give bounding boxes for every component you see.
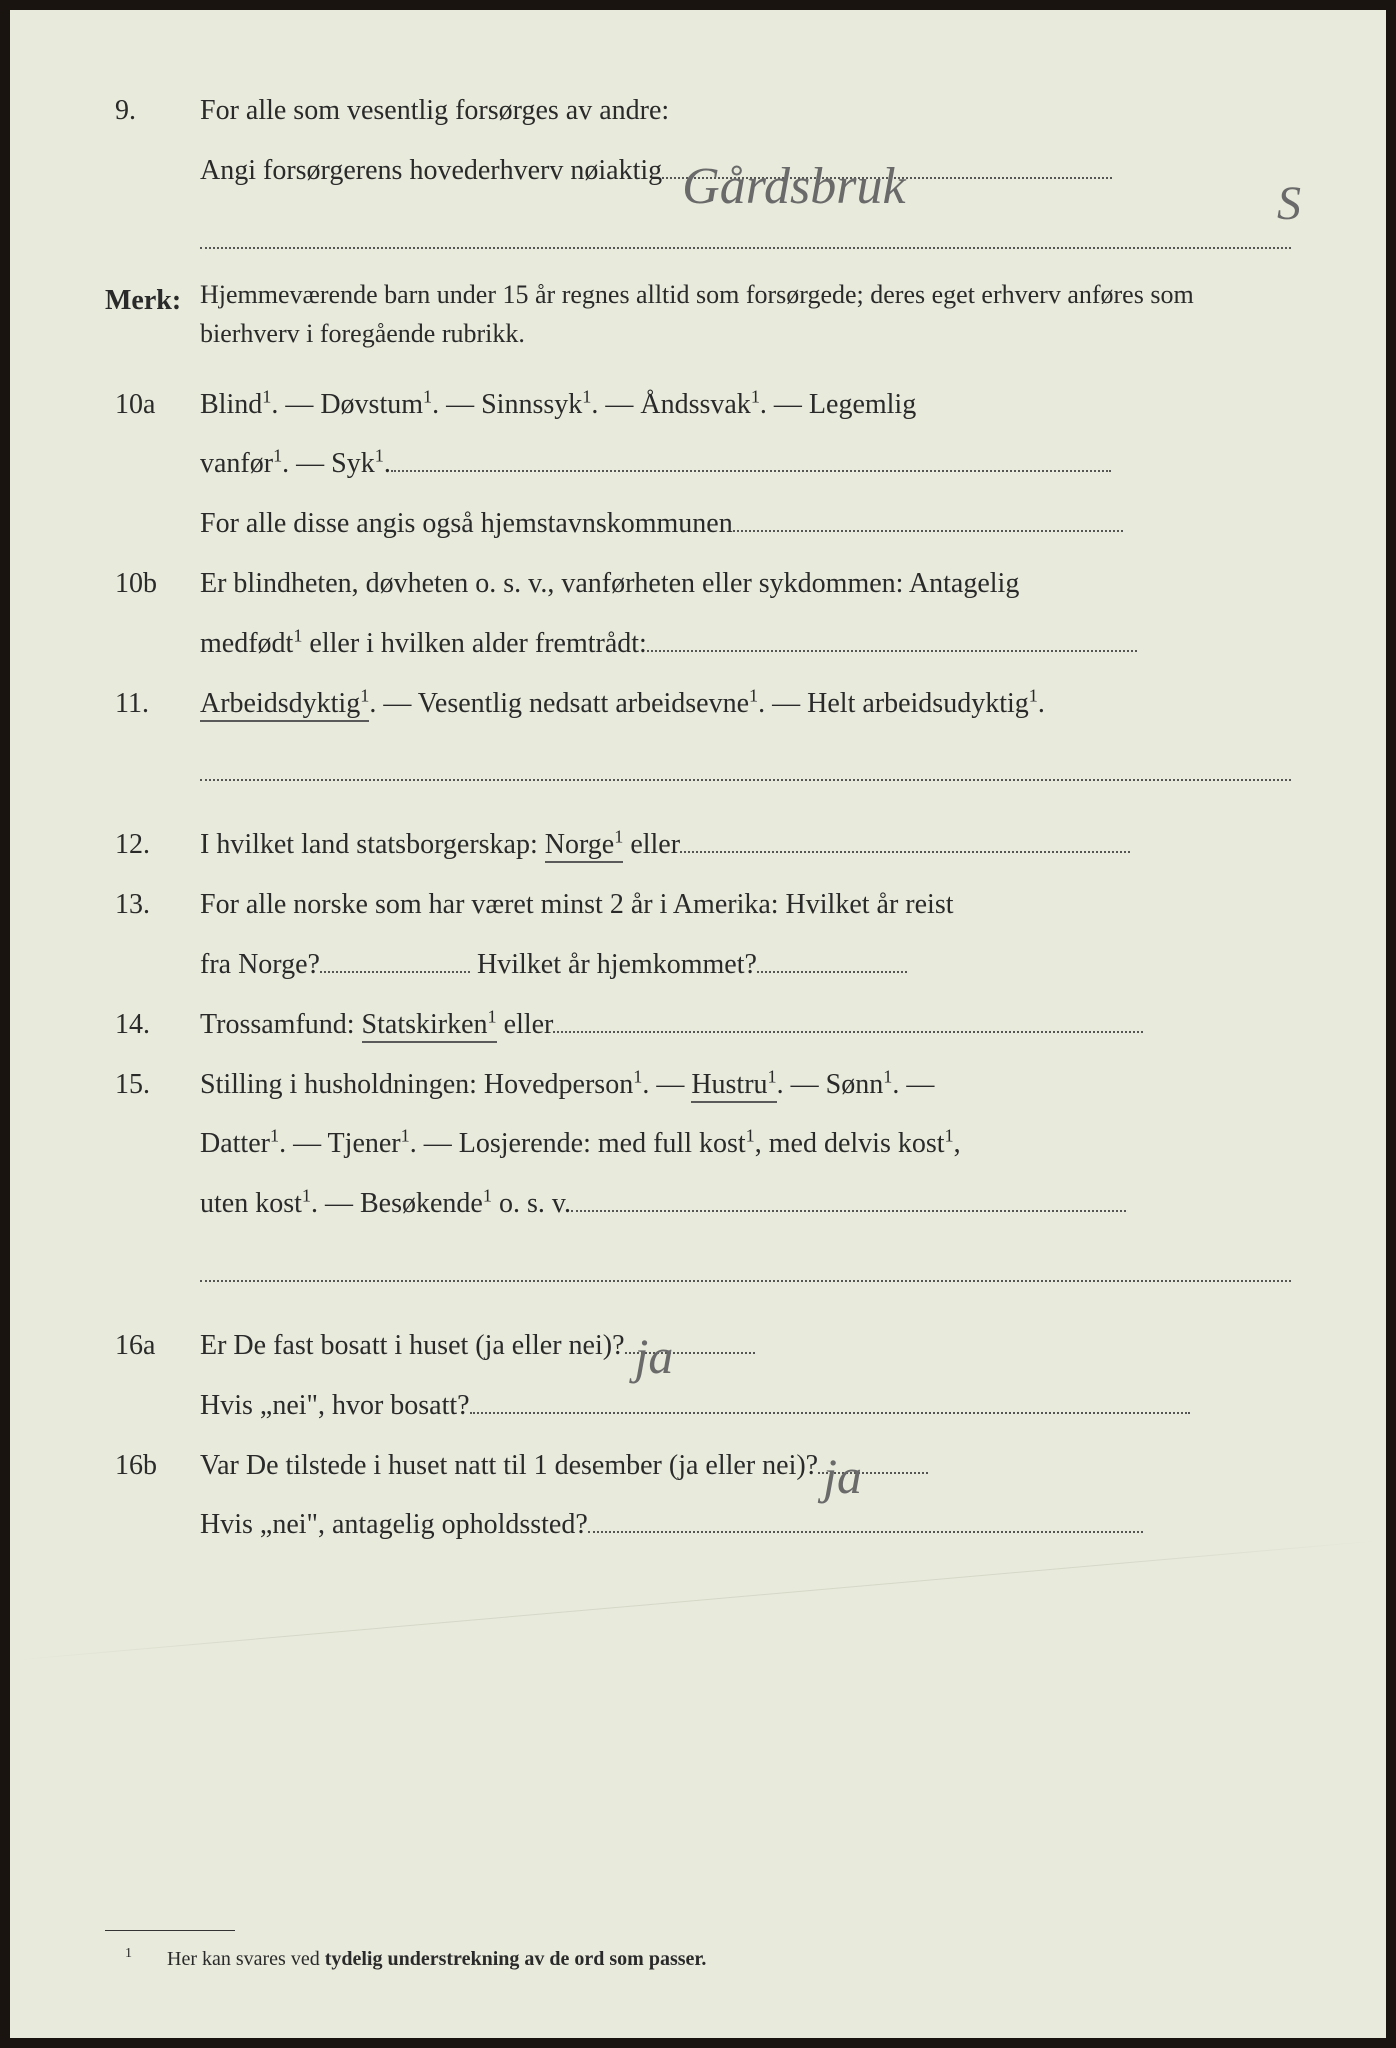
q13-row1: 13. For alle norske som har været minst … <box>105 879 1291 931</box>
q12-underlined: Norge1 <box>545 829 624 863</box>
q13-row2: fra Norge? Hvilket år hjemkommet? <box>105 939 1291 991</box>
q10a-row3: For alle disse angis også hjemstavnskomm… <box>105 498 1291 550</box>
q16a-row1: 16a Er De fast bosatt i huset (ja eller … <box>105 1320 1291 1372</box>
q16a-row2: Hvis „nei", hvor bosatt? <box>105 1380 1291 1432</box>
q10b-line1: Er blindheten, døvheten o. s. v., vanfør… <box>200 558 1291 610</box>
q16a-number: 16a <box>105 1320 200 1372</box>
q10a-line1: Blind1. — Døvstum1. — Sinnssyk1. — Åndss… <box>200 379 1291 431</box>
q11-number: 11. <box>105 678 200 730</box>
q16b-ophold-line[interactable] <box>588 1531 1143 1533</box>
q16b-handwritten: ja <box>823 1430 862 1523</box>
q10a-row1: 10a Blind1. — Døvstum1. — Sinnssyk1. — Å… <box>105 379 1291 431</box>
q10b-row1: 10b Er blindheten, døvheten o. s. v., va… <box>105 558 1291 610</box>
footnote-text-a: Her kan svares ved <box>167 1948 325 1970</box>
paper-fold <box>10 1540 1381 1661</box>
q15-input-line[interactable] <box>571 1210 1126 1212</box>
merk-text: Hjemmeværende barn under 15 år regnes al… <box>200 275 1291 353</box>
q15-row2: Datter1. — Tjener1. — Losjerende: med fu… <box>105 1118 1291 1170</box>
q14-number: 14. <box>105 999 200 1051</box>
q12-input-line[interactable] <box>680 851 1130 853</box>
q9-input-line[interactable]: Gårdsbruk <box>662 177 1112 179</box>
q15-row4 <box>105 1238 1291 1282</box>
q16a-line1: Er De fast bosatt i huset (ja eller nei)… <box>200 1320 1291 1372</box>
footnote-text-b: tydelig understrekning av de ord som pas… <box>325 1948 707 1970</box>
q14-input-line[interactable] <box>553 1031 1143 1033</box>
q9-line1: For alle som vesentlig forsørges av andr… <box>200 85 1291 137</box>
q16b-line2: Hvis „nei", antagelig opholdssted? <box>200 1499 1291 1551</box>
footnote-separator <box>105 1930 235 1931</box>
q9-row2: Angi forsørgerens hovederhverv nøiaktig … <box>105 145 1291 197</box>
q16b-row1: 16b Var De tilstede i huset natt til 1 d… <box>105 1440 1291 1492</box>
q9-line2-content: Angi forsørgerens hovederhverv nøiaktig … <box>200 145 1291 197</box>
q9-number: 9. <box>105 85 200 137</box>
q9-handwritten-answer: Gårdsbruk <box>682 139 905 235</box>
q10a-number: 10a <box>105 379 200 431</box>
q10b-row2: medfødt1 eller i hvilken alder fremtrådt… <box>105 618 1291 670</box>
q13-year1-line[interactable] <box>320 971 470 973</box>
q14-row: 14. Trossamfund: Statskirken1 eller <box>105 999 1291 1051</box>
q16a-line2: Hvis „nei", hvor bosatt? <box>200 1380 1291 1432</box>
merk-label: Merk: <box>105 275 200 327</box>
q11-underlined: Arbeidsdyktig1 <box>200 688 369 722</box>
q16b-line1: Var De tilstede i huset natt til 1 desem… <box>200 1440 1291 1492</box>
q14-underlined: Statskirken1 <box>362 1009 497 1043</box>
q16a-bosatt-line[interactable] <box>470 1412 1190 1414</box>
q15-line2: Datter1. — Tjener1. — Losjerende: med fu… <box>200 1118 1291 1170</box>
q16b-number: 16b <box>105 1440 200 1492</box>
q10a-line2: vanfør1. — Syk1. <box>200 438 1291 490</box>
q16a-handwritten: ja <box>635 1310 674 1403</box>
q16b-row2: Hvis „nei", antagelig opholdssted? <box>105 1499 1291 1551</box>
q15-row3: uten kost1. — Besøkende1 o. s. v. <box>105 1178 1291 1230</box>
q11-row2 <box>105 737 1291 781</box>
footnote-number: 1 <box>125 1946 132 1961</box>
q13-number: 13. <box>105 879 200 931</box>
census-form-page: 9. For alle som vesentlig forsørges av a… <box>10 10 1386 2038</box>
q11-continuation-line[interactable] <box>200 779 1291 781</box>
footnote: 1 Her kan svares ved tydelig understrekn… <box>105 1930 1291 1978</box>
q11-content: Arbeidsdyktig1. — Vesentlig nedsatt arbe… <box>200 678 1291 730</box>
q15-continuation-line[interactable] <box>200 1280 1291 1282</box>
q10a-kommune-line[interactable] <box>733 530 1123 532</box>
q10a-line3: For alle disse angis også hjemstavnskomm… <box>200 498 1291 550</box>
q12-content: I hvilket land statsborgerskap: Norge1 e… <box>200 819 1291 871</box>
q12-row: 12. I hvilket land statsborgerskap: Norg… <box>105 819 1291 871</box>
q14-content: Trossamfund: Statskirken1 eller <box>200 999 1291 1051</box>
q10a-row2: vanfør1. — Syk1. <box>105 438 1291 490</box>
q11-row: 11. Arbeidsdyktig1. — Vesentlig nedsatt … <box>105 678 1291 730</box>
q9-continuation-line[interactable] <box>200 247 1291 249</box>
q13-year2-line[interactable] <box>757 971 907 973</box>
q13-line2: fra Norge? Hvilket år hjemkommet? <box>200 939 1291 991</box>
q9-row1: 9. For alle som vesentlig forsørges av a… <box>105 85 1291 137</box>
q15-row1: 15. Stilling i husholdningen: Hovedperso… <box>105 1059 1291 1111</box>
q9-line2-label: Angi forsørgerens hovederhverv nøiaktig <box>200 155 662 186</box>
q15-hustru-underline: Hustru1 <box>691 1069 776 1103</box>
q10b-alder-line[interactable] <box>647 650 1137 652</box>
q12-number: 12. <box>105 819 200 871</box>
q15-number: 15. <box>105 1059 200 1111</box>
q13-line1: For alle norske som har været minst 2 år… <box>200 879 1291 931</box>
q15-line3: uten kost1. — Besøkende1 o. s. v. <box>200 1178 1291 1230</box>
merk-row: Merk: Hjemmeværende barn under 15 år reg… <box>105 275 1291 353</box>
q16a-answer-line[interactable]: ja <box>625 1352 755 1354</box>
q10a-syk-line[interactable] <box>391 470 1111 472</box>
q9-handwritten-s: S <box>1277 160 1301 249</box>
q16b-answer-line[interactable]: ja <box>818 1472 928 1474</box>
q10b-line2: medfødt1 eller i hvilken alder fremtrådt… <box>200 618 1291 670</box>
q15-line1: Stilling i husholdningen: Hovedperson1. … <box>200 1059 1291 1111</box>
q10b-number: 10b <box>105 558 200 610</box>
